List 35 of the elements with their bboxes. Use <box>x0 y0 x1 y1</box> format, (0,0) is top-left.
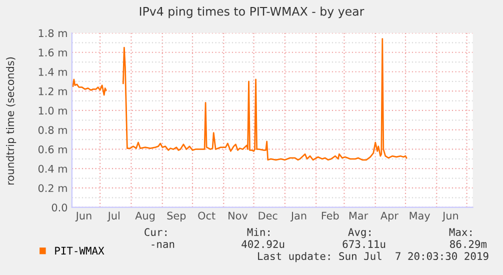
y-tick-label: 0.0 <box>52 204 68 212</box>
x-tick-label: Jun <box>442 212 458 222</box>
x-tick-label: Aug <box>135 212 154 222</box>
text: Cur: <box>144 228 166 236</box>
y-tick-label: 1.8 m <box>38 29 67 38</box>
text: Last update: Sun Jul 7 20:03:30 2019 <box>258 252 488 262</box>
text: 673.11u <box>342 240 386 248</box>
legend-label: PIT-WMAX <box>55 246 104 255</box>
chart-title: IPv4 ping times to PIT-WMAX - by year <box>140 6 364 18</box>
x-tick-label: Dec <box>258 212 278 220</box>
y-tick-label: 1.0 m <box>38 106 67 115</box>
y-tick-label: 1.4 m <box>38 68 67 76</box>
text: 86.29m <box>450 240 487 248</box>
x-tick-label: Nov <box>228 212 248 220</box>
x-tick-label: Jul <box>107 212 120 222</box>
x-tick-label: May <box>410 212 430 222</box>
x-tick-label: Apr <box>380 212 398 222</box>
x-tick-label: Sep <box>167 212 186 222</box>
y-tick-label: 0.4 m <box>38 164 67 173</box>
x-tick-label: Mar <box>349 212 368 220</box>
x-tick-label: Oct <box>198 212 216 220</box>
x-tick-label: Feb <box>322 212 339 220</box>
text: Min: <box>247 228 270 236</box>
text: -nan <box>152 242 174 248</box>
y-tick-label: 1.2 m <box>38 87 67 96</box>
y-tick-label: 0.2 m <box>38 184 67 192</box>
text: Max: <box>449 228 472 236</box>
x-tick-label: Jun <box>75 212 92 222</box>
y-tick-label: 0.8 m <box>38 126 67 134</box>
text: 402.92u <box>242 240 284 248</box>
y-axis-title: roundtrip time (seconds) <box>6 57 16 185</box>
x-tick-label: Jan <box>290 212 306 222</box>
y-tick-label: 0.6 m <box>38 145 67 154</box>
text: Avg: <box>348 228 370 238</box>
y-tick-label: 1.6 m <box>38 48 67 56</box>
